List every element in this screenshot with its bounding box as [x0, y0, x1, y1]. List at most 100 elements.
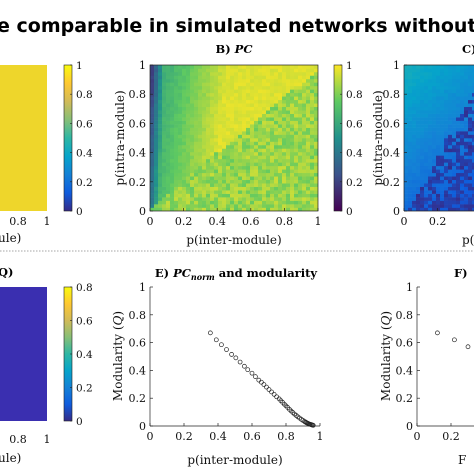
heatmap-cell: [424, 186, 429, 191]
heatmap-cell: [190, 124, 195, 128]
x-tick-label: 0.8: [276, 215, 294, 228]
heatmap-cell: [302, 176, 307, 181]
heatmap-cell: [432, 193, 437, 198]
heatmap-cell: [290, 127, 295, 132]
heatmap-cell: [278, 78, 283, 83]
heatmap-cell: [174, 82, 179, 87]
heatmap-cell: [218, 151, 223, 156]
heatmap-cell: [408, 155, 413, 160]
heatmap-cell: [444, 138, 449, 142]
panel-c: C) 00.20.40.60.81 00.2 p( p(intra-module…: [371, 42, 474, 247]
heatmap-cell: [178, 162, 183, 167]
heatmap-cell: [464, 103, 469, 108]
heatmap-cell: [202, 197, 207, 201]
heatmap-cell: [420, 134, 425, 139]
heatmap-cell: [274, 179, 279, 184]
heatmap-cell: [254, 144, 259, 149]
heatmap-cell: [258, 103, 263, 108]
heatmap-cell: [174, 134, 179, 139]
heatmap-cell: [158, 71, 163, 76]
heatmap-cell: [306, 89, 311, 94]
heatmap-cell: [286, 176, 291, 181]
heatmap-cell: [290, 183, 295, 187]
heatmap-cell: [420, 92, 425, 97]
heatmap-cell: [154, 186, 159, 191]
heatmap-cell: [198, 190, 203, 194]
heatmap-cell: [444, 172, 449, 177]
heatmap-cell: [294, 183, 299, 187]
heatmap-cell: [290, 162, 295, 167]
heatmap-cell: [270, 110, 275, 114]
heatmap-cell: [452, 82, 457, 87]
heatmap-cell: [464, 186, 469, 191]
heatmap-cell: [230, 96, 235, 101]
panel-d-title: Q): [0, 265, 13, 279]
heatmap-cell: [452, 131, 457, 135]
heatmap-cell: [432, 89, 437, 94]
heatmap-cell: [412, 207, 417, 211]
heatmap-cell: [460, 124, 465, 128]
heatmap-cell: [298, 110, 303, 114]
heatmap-cell: [198, 138, 203, 142]
heatmap-cell: [302, 68, 307, 73]
heatmap-cell: [404, 124, 409, 128]
heatmap-cell: [182, 127, 187, 132]
heatmap-cell: [302, 106, 307, 111]
heatmap-cell: [166, 148, 171, 153]
heatmap-cell: [452, 158, 457, 163]
heatmap-cell: [242, 110, 247, 114]
heatmap-cell: [270, 183, 275, 187]
heatmap-cell: [306, 65, 311, 69]
heatmap-cell: [150, 75, 155, 80]
heatmap-cell: [182, 151, 187, 156]
heatmap-cell: [158, 124, 163, 128]
heatmap-cell: [218, 176, 223, 181]
heatmap-cell: [250, 113, 255, 118]
heatmap-cell: [416, 165, 421, 170]
heatmap-cell: [404, 165, 409, 170]
heatmap-cell: [432, 92, 437, 97]
heatmap-cell: [278, 207, 283, 211]
heatmap-cell: [210, 207, 215, 211]
heatmap-cell: [262, 68, 267, 73]
heatmap-cell: [282, 204, 287, 208]
heatmap-cell: [286, 144, 291, 149]
heatmap-cell: [198, 179, 203, 184]
heatmap-cell: [190, 200, 195, 205]
heatmap-cell: [250, 65, 255, 69]
heatmap-cell: [432, 103, 437, 108]
heatmap-cell: [198, 120, 203, 125]
heatmap-cell: [310, 120, 315, 125]
heatmap-cell: [158, 138, 163, 142]
heatmap-cell: [186, 99, 191, 104]
scatter-point: [237, 359, 243, 365]
heatmap-cell: [250, 186, 255, 191]
heatmap-cell: [218, 127, 223, 132]
heatmap-cell: [202, 127, 207, 132]
heatmap-cell: [158, 200, 163, 205]
heatmap-cell: [246, 207, 251, 211]
heatmap-cell: [456, 141, 461, 146]
heatmap-cell: [456, 68, 461, 73]
heatmap-cell: [230, 134, 235, 139]
panel-b: B) PC 0 0.2 0.4 0.6 0.8 1 00.20.40.60.81 p(in…: [113, 42, 363, 247]
heatmap-cell: [174, 172, 179, 177]
heatmap-cell: [174, 204, 179, 208]
heatmap-cell: [294, 85, 299, 90]
heatmap-cell: [464, 148, 469, 153]
heatmap-cell: [274, 172, 279, 177]
heatmap-cell: [162, 138, 167, 142]
heatmap-cell: [464, 204, 469, 208]
heatmap-cell: [166, 141, 171, 146]
heatmap-cell: [436, 99, 441, 104]
heatmap-cell: [254, 131, 259, 135]
heatmap-cell: [440, 148, 445, 153]
heatmap-cell: [278, 96, 283, 101]
heatmap-cell: [166, 120, 171, 125]
x-tick-label: 1: [315, 215, 322, 228]
heatmap-cell: [194, 186, 199, 191]
heatmap-cell: [472, 117, 474, 121]
panel-c-y-ticks: 00.20.40.60.81: [383, 59, 407, 218]
heatmap-cell: [182, 110, 187, 114]
heatmap-cell: [274, 169, 279, 174]
